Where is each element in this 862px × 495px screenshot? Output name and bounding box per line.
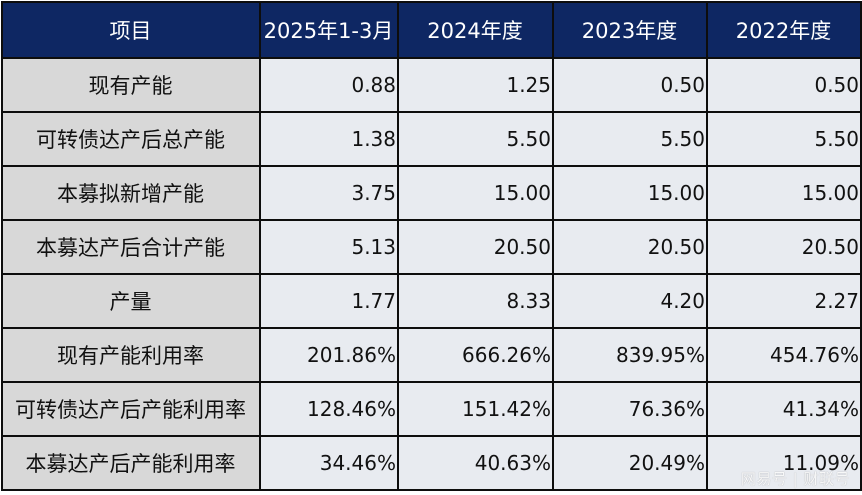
table-cell: 0.88 — [259, 57, 399, 113]
table-cell: 4.20 — [552, 273, 708, 329]
table-cell: 5.50 — [397, 111, 554, 167]
row-label: 本募达产后产能利用率 — [1, 435, 261, 491]
table-row: 本募拟新增产能 3.75 15.00 15.00 15.00 — [1, 165, 862, 221]
header-2023: 2023年度 — [552, 1, 708, 59]
row-label: 现有产能 — [1, 57, 261, 113]
header-item: 项目 — [1, 1, 261, 59]
table-cell: 454.76% — [706, 327, 862, 383]
table-cell: 41.34% — [706, 381, 862, 437]
table-row: 现有产能利用率 201.86% 666.26% 839.95% 454.76% — [1, 327, 862, 383]
header-2025q1: 2025年1-3月 — [259, 1, 399, 59]
table-cell: 1.38 — [259, 111, 399, 167]
table-cell: 839.95% — [552, 327, 708, 383]
table-row: 本募达产后合计产能 5.13 20.50 20.50 20.50 — [1, 219, 862, 275]
table-row: 本募达产后产能利用率 34.46% 40.63% 20.49% 11.09% — [1, 435, 862, 491]
watermark: 网易号 | 财联号 — [740, 470, 850, 488]
table-cell: 201.86% — [259, 327, 399, 383]
table-cell: 0.50 — [552, 57, 708, 113]
row-label: 产量 — [1, 273, 261, 329]
table-cell: 5.13 — [259, 219, 399, 275]
table-row: 产量 1.77 8.33 4.20 2.27 — [1, 273, 862, 329]
table-cell: 34.46% — [259, 435, 399, 491]
header-2024: 2024年度 — [397, 1, 554, 59]
table-cell: 1.25 — [397, 57, 554, 113]
row-label: 可转债达产后产能利用率 — [1, 381, 261, 437]
table-cell: 11.09% — [706, 435, 862, 491]
row-label: 可转债达产后总产能 — [1, 111, 261, 167]
table-cell: 20.50 — [552, 219, 708, 275]
table-cell: 0.50 — [706, 57, 862, 113]
row-label: 现有产能利用率 — [1, 327, 261, 383]
table-cell: 76.36% — [552, 381, 708, 437]
row-label: 本募达产后合计产能 — [1, 219, 261, 275]
table-cell: 1.77 — [259, 273, 399, 329]
table-row: 可转债达产后产能利用率 128.46% 151.42% 76.36% 41.34… — [1, 381, 862, 437]
table-cell: 20.50 — [397, 219, 554, 275]
table-cell: 15.00 — [706, 165, 862, 221]
table-cell: 2.27 — [706, 273, 862, 329]
table-cell: 8.33 — [397, 273, 554, 329]
table-cell: 20.49% — [552, 435, 708, 491]
table-cell: 128.46% — [259, 381, 399, 437]
table-row: 现有产能 0.88 1.25 0.50 0.50 — [1, 57, 862, 113]
header-2022: 2022年度 — [706, 1, 862, 59]
table-cell: 5.50 — [706, 111, 862, 167]
table-cell: 5.50 — [552, 111, 708, 167]
table-cell: 20.50 — [706, 219, 862, 275]
table-cell: 15.00 — [552, 165, 708, 221]
table-header-row: 项目 2025年1-3月 2024年度 2023年度 2022年度 — [1, 1, 862, 59]
table-cell: 151.42% — [397, 381, 554, 437]
row-label: 本募拟新增产能 — [1, 165, 261, 221]
table-cell: 3.75 — [259, 165, 399, 221]
table-cell: 666.26% — [397, 327, 554, 383]
table-row: 可转债达产后总产能 1.38 5.50 5.50 5.50 — [1, 111, 862, 167]
table-cell: 15.00 — [397, 165, 554, 221]
table-cell: 40.63% — [397, 435, 554, 491]
